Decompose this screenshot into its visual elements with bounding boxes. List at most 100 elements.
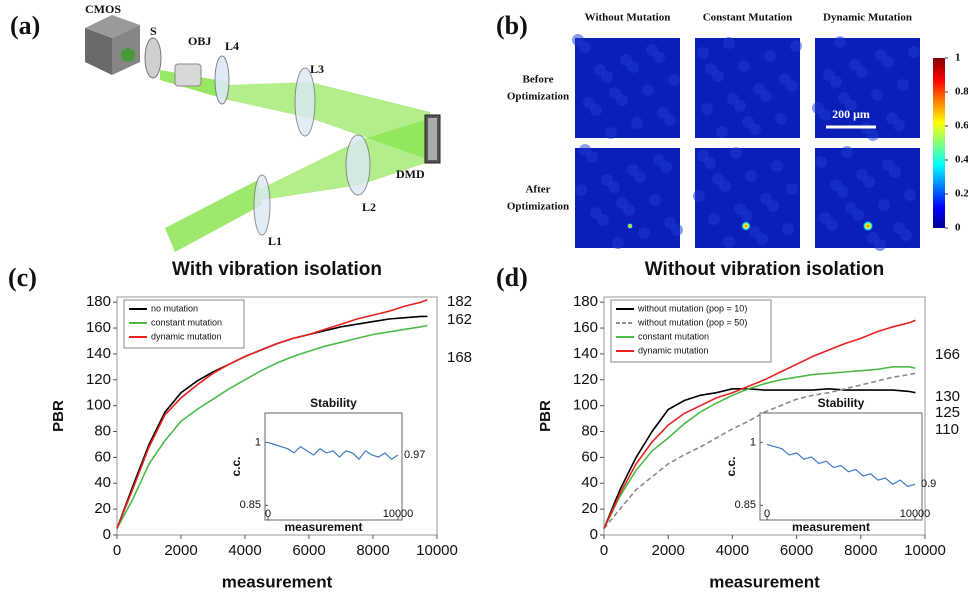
end-label: 168 (447, 349, 472, 366)
legend-label: constant mutation (151, 317, 222, 327)
x-tick-label: 6000 (780, 542, 813, 559)
y-tick-label: 140 (573, 345, 598, 362)
y-tick-label: 40 (94, 474, 111, 491)
speckle (767, 200, 779, 212)
x-tick-label: 2000 (652, 542, 685, 559)
speckle (605, 127, 617, 139)
speckle (738, 60, 750, 72)
focus-spot (627, 223, 633, 229)
speckle (634, 171, 646, 183)
intensity-image (575, 38, 680, 138)
speckle (601, 71, 613, 83)
chart-title: Without vibration isolation (645, 259, 884, 280)
y-tick-label: 40 (581, 474, 598, 491)
speckle (745, 170, 757, 182)
speckle (704, 157, 716, 169)
speckle (734, 100, 746, 112)
x-tick-label: 8000 (356, 542, 389, 559)
x-tick-label: 10000 (904, 542, 946, 559)
speckle (586, 151, 598, 163)
colorbar-tick-label: 0.4 (955, 154, 968, 166)
row-header: After (525, 184, 550, 196)
y-tick-label: 80 (94, 422, 111, 439)
speckle (623, 204, 635, 216)
speckle (575, 184, 587, 196)
colorbar-tick-label: 0 (955, 222, 961, 234)
inset-y-tick-label: 1 (255, 436, 261, 448)
inset-y-tick-label: 0.85 (240, 499, 261, 511)
speckle (693, 190, 705, 202)
speckle (590, 104, 602, 116)
inset-x-tick-label: 0 (764, 508, 770, 520)
speckle (819, 109, 831, 121)
end-label: 130 (935, 388, 960, 405)
inset-y-tick-label: 0.85 (735, 499, 756, 511)
x-tick-label: 0 (600, 542, 608, 559)
y-tick-label: 180 (86, 293, 111, 310)
speckle (889, 166, 901, 178)
colorbar-tick-label: 0.2 (955, 188, 968, 200)
speckle (608, 181, 620, 193)
y-tick-label: 100 (86, 397, 111, 414)
x-tick-label: 4000 (228, 542, 261, 559)
speckle (775, 113, 787, 125)
speckle (723, 37, 735, 49)
speckle (878, 199, 890, 211)
speckle (627, 61, 639, 73)
speckle (631, 117, 643, 129)
inset-x-tick-label: 10000 (900, 508, 931, 520)
part-label: S (150, 24, 157, 38)
speckle (764, 50, 776, 62)
x-tick-label: 2000 (164, 542, 197, 559)
chart-title: With vibration isolation (172, 259, 382, 280)
end-label: 162 (447, 311, 472, 328)
panel-label: (d) (496, 263, 528, 292)
inset-end-label: 0.9 (921, 478, 936, 490)
speckle (638, 227, 650, 239)
speckle (668, 74, 680, 86)
legend-label: no mutation (151, 303, 198, 313)
speckle (649, 194, 661, 206)
speckle (893, 119, 905, 131)
speckle (897, 79, 909, 91)
focus-spot (741, 221, 751, 231)
speckle (790, 40, 802, 52)
speckle (719, 180, 731, 192)
legend-label: without mutation (pop = 10) (637, 303, 747, 313)
speckle (723, 236, 735, 248)
speckle (904, 189, 916, 201)
speckle (597, 214, 609, 226)
end-label: 110 (935, 421, 959, 438)
row-header: Before (523, 74, 554, 86)
colorbar-tick-label: 1 (955, 52, 961, 64)
part-label: L4 (225, 39, 239, 53)
figure: (a) CMOS S OBJ L4 L3 L2 L1 DMD (b) Witho… (0, 0, 968, 596)
colorbar-tick-label: 0.8 (955, 86, 968, 98)
speckle (612, 237, 624, 249)
speckle (837, 186, 849, 198)
y-axis-label: PBR (50, 400, 67, 432)
end-label: 166 (935, 346, 960, 363)
column-header: Without Mutation (585, 12, 671, 24)
inset-x-label: measurement (284, 520, 362, 534)
y-tick-label: 140 (86, 345, 111, 362)
speckle (616, 94, 628, 106)
speckle (830, 76, 842, 88)
focus-spot (863, 221, 874, 232)
y-tick-label: 80 (581, 422, 598, 439)
speckle (716, 126, 728, 138)
panel-label: (a) (10, 11, 40, 40)
y-tick-label: 160 (86, 319, 111, 336)
speckle (749, 123, 761, 135)
y-tick-label: 120 (573, 371, 598, 388)
part-label: L1 (268, 234, 282, 248)
y-tick-label: 180 (573, 293, 598, 310)
y-tick-label: 0 (590, 526, 598, 543)
legend-label: without mutation (pop = 50) (637, 317, 747, 327)
inset-x-label: measurement (792, 520, 870, 534)
x-axis-label: measurement (222, 572, 333, 591)
legend-label: constant mutation (638, 331, 709, 341)
speckle (908, 46, 920, 58)
y-tick-label: 60 (581, 448, 598, 465)
inset-title: Stability (818, 396, 865, 410)
